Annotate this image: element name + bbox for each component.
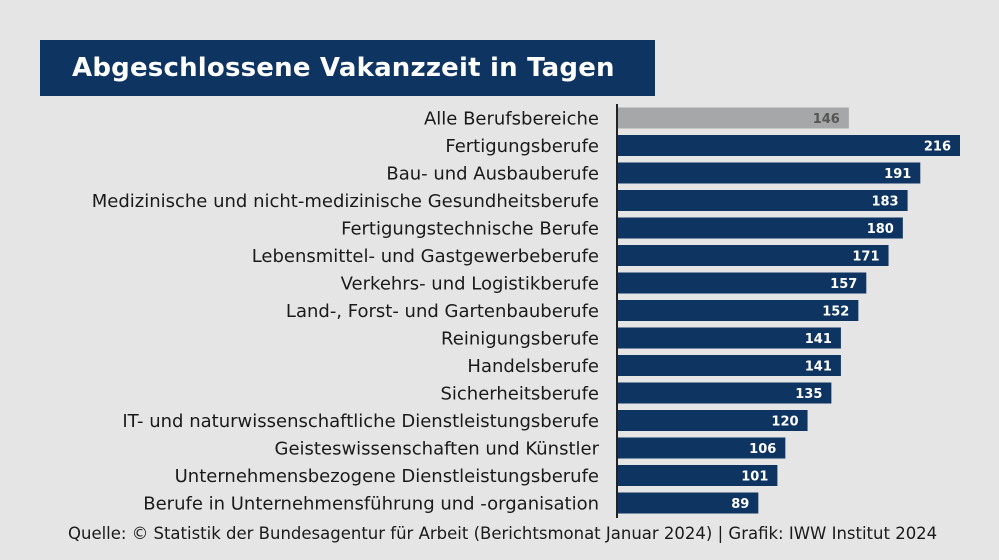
value-label: 152 <box>822 305 849 320</box>
value-label: 135 <box>795 387 822 402</box>
bar <box>618 272 867 294</box>
bar <box>618 465 778 486</box>
category-label: Land-, Forst- und Gartenbauberufe <box>286 301 599 322</box>
value-label: 120 <box>771 415 798 430</box>
bar <box>618 437 786 459</box>
category-label: Verkehrs- und Logistikberufe <box>341 274 599 295</box>
chart-title: Abgeschlossene Vakanzzeit in Tagen <box>72 53 615 83</box>
category-label: Handelsberufe <box>467 356 599 377</box>
bar <box>618 327 841 349</box>
category-label: Reinigungsberufe <box>441 329 599 350</box>
value-label: 216 <box>924 140 951 155</box>
value-label: 183 <box>871 195 898 210</box>
bar <box>618 355 841 376</box>
bar <box>618 162 921 184</box>
bar <box>618 245 889 266</box>
bar <box>618 410 808 431</box>
category-label: Bau- und Ausbauberufe <box>386 164 599 185</box>
category-label: Fertigungsberufe <box>445 136 599 157</box>
category-label: Fertigungstechnische Berufe <box>341 219 599 240</box>
bar <box>618 492 759 514</box>
category-label: Medizinische und nicht-medizinische Gesu… <box>92 191 599 212</box>
value-label: 180 <box>867 222 894 237</box>
category-label: Geisteswissenschaften und Künstler <box>275 439 600 460</box>
value-label: 106 <box>749 442 776 457</box>
value-label: 171 <box>852 250 879 265</box>
bar-chart: Alle Berufsbereiche 146 Fertigungsberufe 21… <box>92 104 960 518</box>
value-label: 89 <box>731 497 749 512</box>
value-label: 191 <box>884 167 911 182</box>
title-banner: Abgeschlossene Vakanzzeit in Tagen <box>40 40 655 96</box>
value-label: 157 <box>830 277 857 292</box>
bar <box>618 382 832 404</box>
category-label: Alle Berufsbereiche <box>424 109 599 130</box>
category-label: IT- und naturwissenschaftliche Dienstlei… <box>122 411 599 432</box>
value-label: 141 <box>805 360 832 375</box>
bar <box>618 135 960 156</box>
bar <box>618 217 903 239</box>
bar <box>618 190 908 211</box>
bar <box>618 107 849 129</box>
value-label: 101 <box>741 470 768 485</box>
value-label: 141 <box>805 332 832 347</box>
value-label: 146 <box>813 112 840 127</box>
category-label: Berufe in Unternehmensführung und -organ… <box>143 494 599 515</box>
bar <box>618 300 859 321</box>
category-label: Sicherheitsberufe <box>440 384 599 405</box>
category-label: Lebensmittel- und Gastgewerbeberufe <box>252 246 599 267</box>
category-label: Unternehmensbezogene Dienstleistungsberu… <box>175 466 599 487</box>
source-note: Quelle: © Statistik der Bundesagentur fü… <box>68 524 938 543</box>
